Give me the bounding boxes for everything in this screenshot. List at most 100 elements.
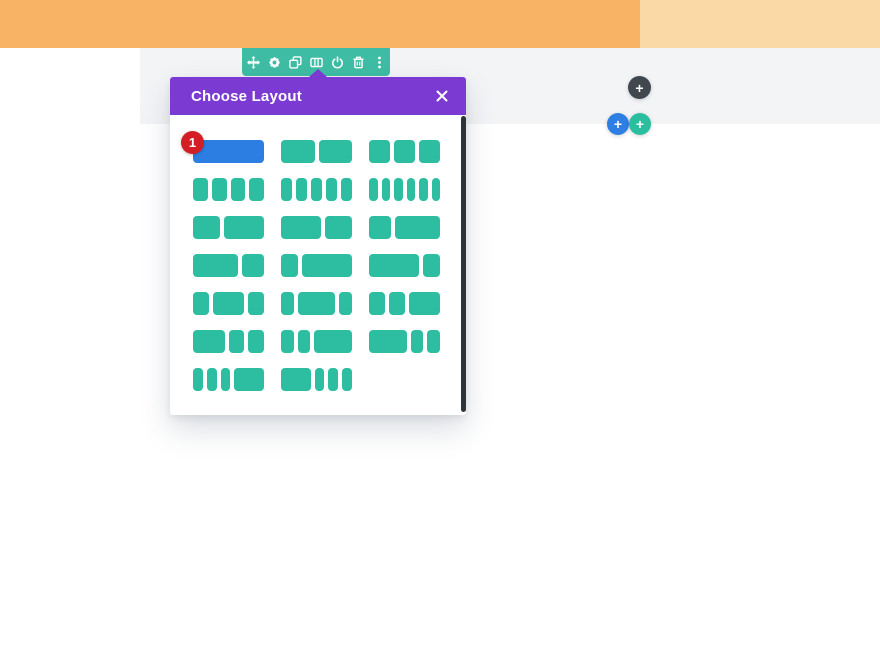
layout-option-1[interactable] [193,140,264,163]
column-block [281,178,292,201]
layout-option-1-3-1[interactable] [281,292,352,315]
layout-option-2-1-1[interactable] [193,330,264,353]
column-block [281,368,311,391]
layout-option-1-1-1-3[interactable] [193,368,264,391]
column-block [234,368,264,391]
column-block [431,178,440,201]
section-strip-light-orange [640,0,880,48]
row-toolbar [242,48,390,76]
modal-header: Choose Layout [170,77,466,115]
column-block [248,292,264,315]
modal-title: Choose Layout [191,87,302,105]
column-block [212,292,245,315]
column-block [281,292,294,315]
column-block [318,140,352,163]
column-block [410,330,424,353]
column-block [314,330,352,353]
layout-option-1-2[interactable] [369,216,440,239]
column-block [193,140,264,163]
column-block [281,140,315,163]
duplicate-icon[interactable] [288,55,302,69]
column-block [369,254,420,277]
column-block [369,330,407,353]
modal-scrollbar[interactable] [461,116,466,412]
layout-grid [193,140,440,391]
more-options-icon[interactable] [373,55,386,69]
add-row-button[interactable]: + [629,113,651,135]
layout-option-1-1[interactable] [281,140,352,163]
column-block [241,254,264,277]
column-block [419,140,440,163]
column-block [325,216,352,239]
column-block [394,140,415,163]
settings-icon[interactable] [268,55,281,69]
column-block [342,368,352,391]
column-block [328,368,339,391]
layout-option-1-1-1-1-1[interactable] [281,178,352,201]
layout-option-1-2-1[interactable] [193,292,264,315]
column-block [369,178,378,201]
column-block [193,330,225,353]
column-block [248,330,264,353]
layout-option-3-2[interactable] [281,216,352,239]
column-block [206,368,217,391]
column-block [296,178,307,201]
column-block [193,292,209,315]
column-block [369,292,385,315]
choose-layout-modal: Choose Layout [170,69,466,415]
column-block [281,330,294,353]
column-block [427,330,440,353]
column-block [408,292,440,315]
column-block [193,178,208,201]
column-block [369,140,390,163]
column-block [249,178,264,201]
layout-option-3-1-1-1[interactable] [281,368,352,391]
move-icon[interactable] [246,55,260,69]
column-block [341,178,352,201]
close-icon[interactable] [432,86,452,106]
layout-option-2-1[interactable] [193,254,264,277]
layout-option-3-1[interactable] [369,254,440,277]
column-block [388,292,405,315]
column-block [193,368,203,391]
layout-option-1-1-3[interactable] [281,330,352,353]
column-block [211,178,227,201]
column-block [220,368,231,391]
column-block [223,216,264,239]
column-block [230,178,246,201]
column-block [281,254,298,277]
column-block [314,368,325,391]
column-block [423,254,440,277]
modal-pointer-notch [309,69,327,77]
column-block [228,330,245,353]
layout-option-1-1-1[interactable] [369,140,440,163]
column-block [281,216,322,239]
trash-icon[interactable] [352,55,365,69]
disable-icon[interactable] [331,55,344,69]
layout-option-3-1-1[interactable] [369,330,440,353]
column-block [406,178,415,201]
column-block [395,216,440,239]
layout-option-1-3[interactable] [281,254,352,277]
column-block [419,178,428,201]
column-block [369,216,392,239]
selected-count-badge: 1 [181,131,204,154]
column-block [297,330,311,353]
add-dark-button[interactable]: + [628,76,651,99]
layout-option-2-3[interactable] [193,216,264,239]
column-block [297,292,336,315]
column-block [301,254,352,277]
column-block [339,292,352,315]
column-block [193,216,220,239]
columns-icon[interactable] [309,55,323,69]
layout-option-1-1-1-1-1-1[interactable] [369,178,440,201]
layout-option-1-1-1-1[interactable] [193,178,264,201]
add-section-button[interactable]: + [607,113,629,135]
layout-option-1-1-2[interactable] [369,292,440,315]
column-block [311,178,322,201]
modal-body [170,115,466,415]
column-block [394,178,403,201]
section-strip-dark-orange [0,0,640,48]
column-block [381,178,390,201]
